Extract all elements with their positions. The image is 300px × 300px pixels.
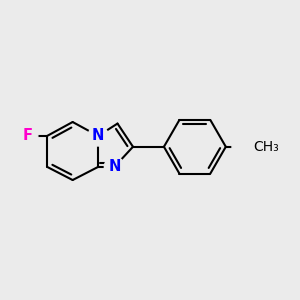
Circle shape (18, 126, 38, 146)
Circle shape (88, 126, 108, 146)
Text: N: N (108, 159, 121, 174)
Circle shape (232, 130, 266, 164)
Text: N: N (92, 128, 104, 143)
Circle shape (104, 157, 124, 177)
Text: F: F (23, 128, 33, 143)
Text: CH₃: CH₃ (253, 140, 279, 154)
